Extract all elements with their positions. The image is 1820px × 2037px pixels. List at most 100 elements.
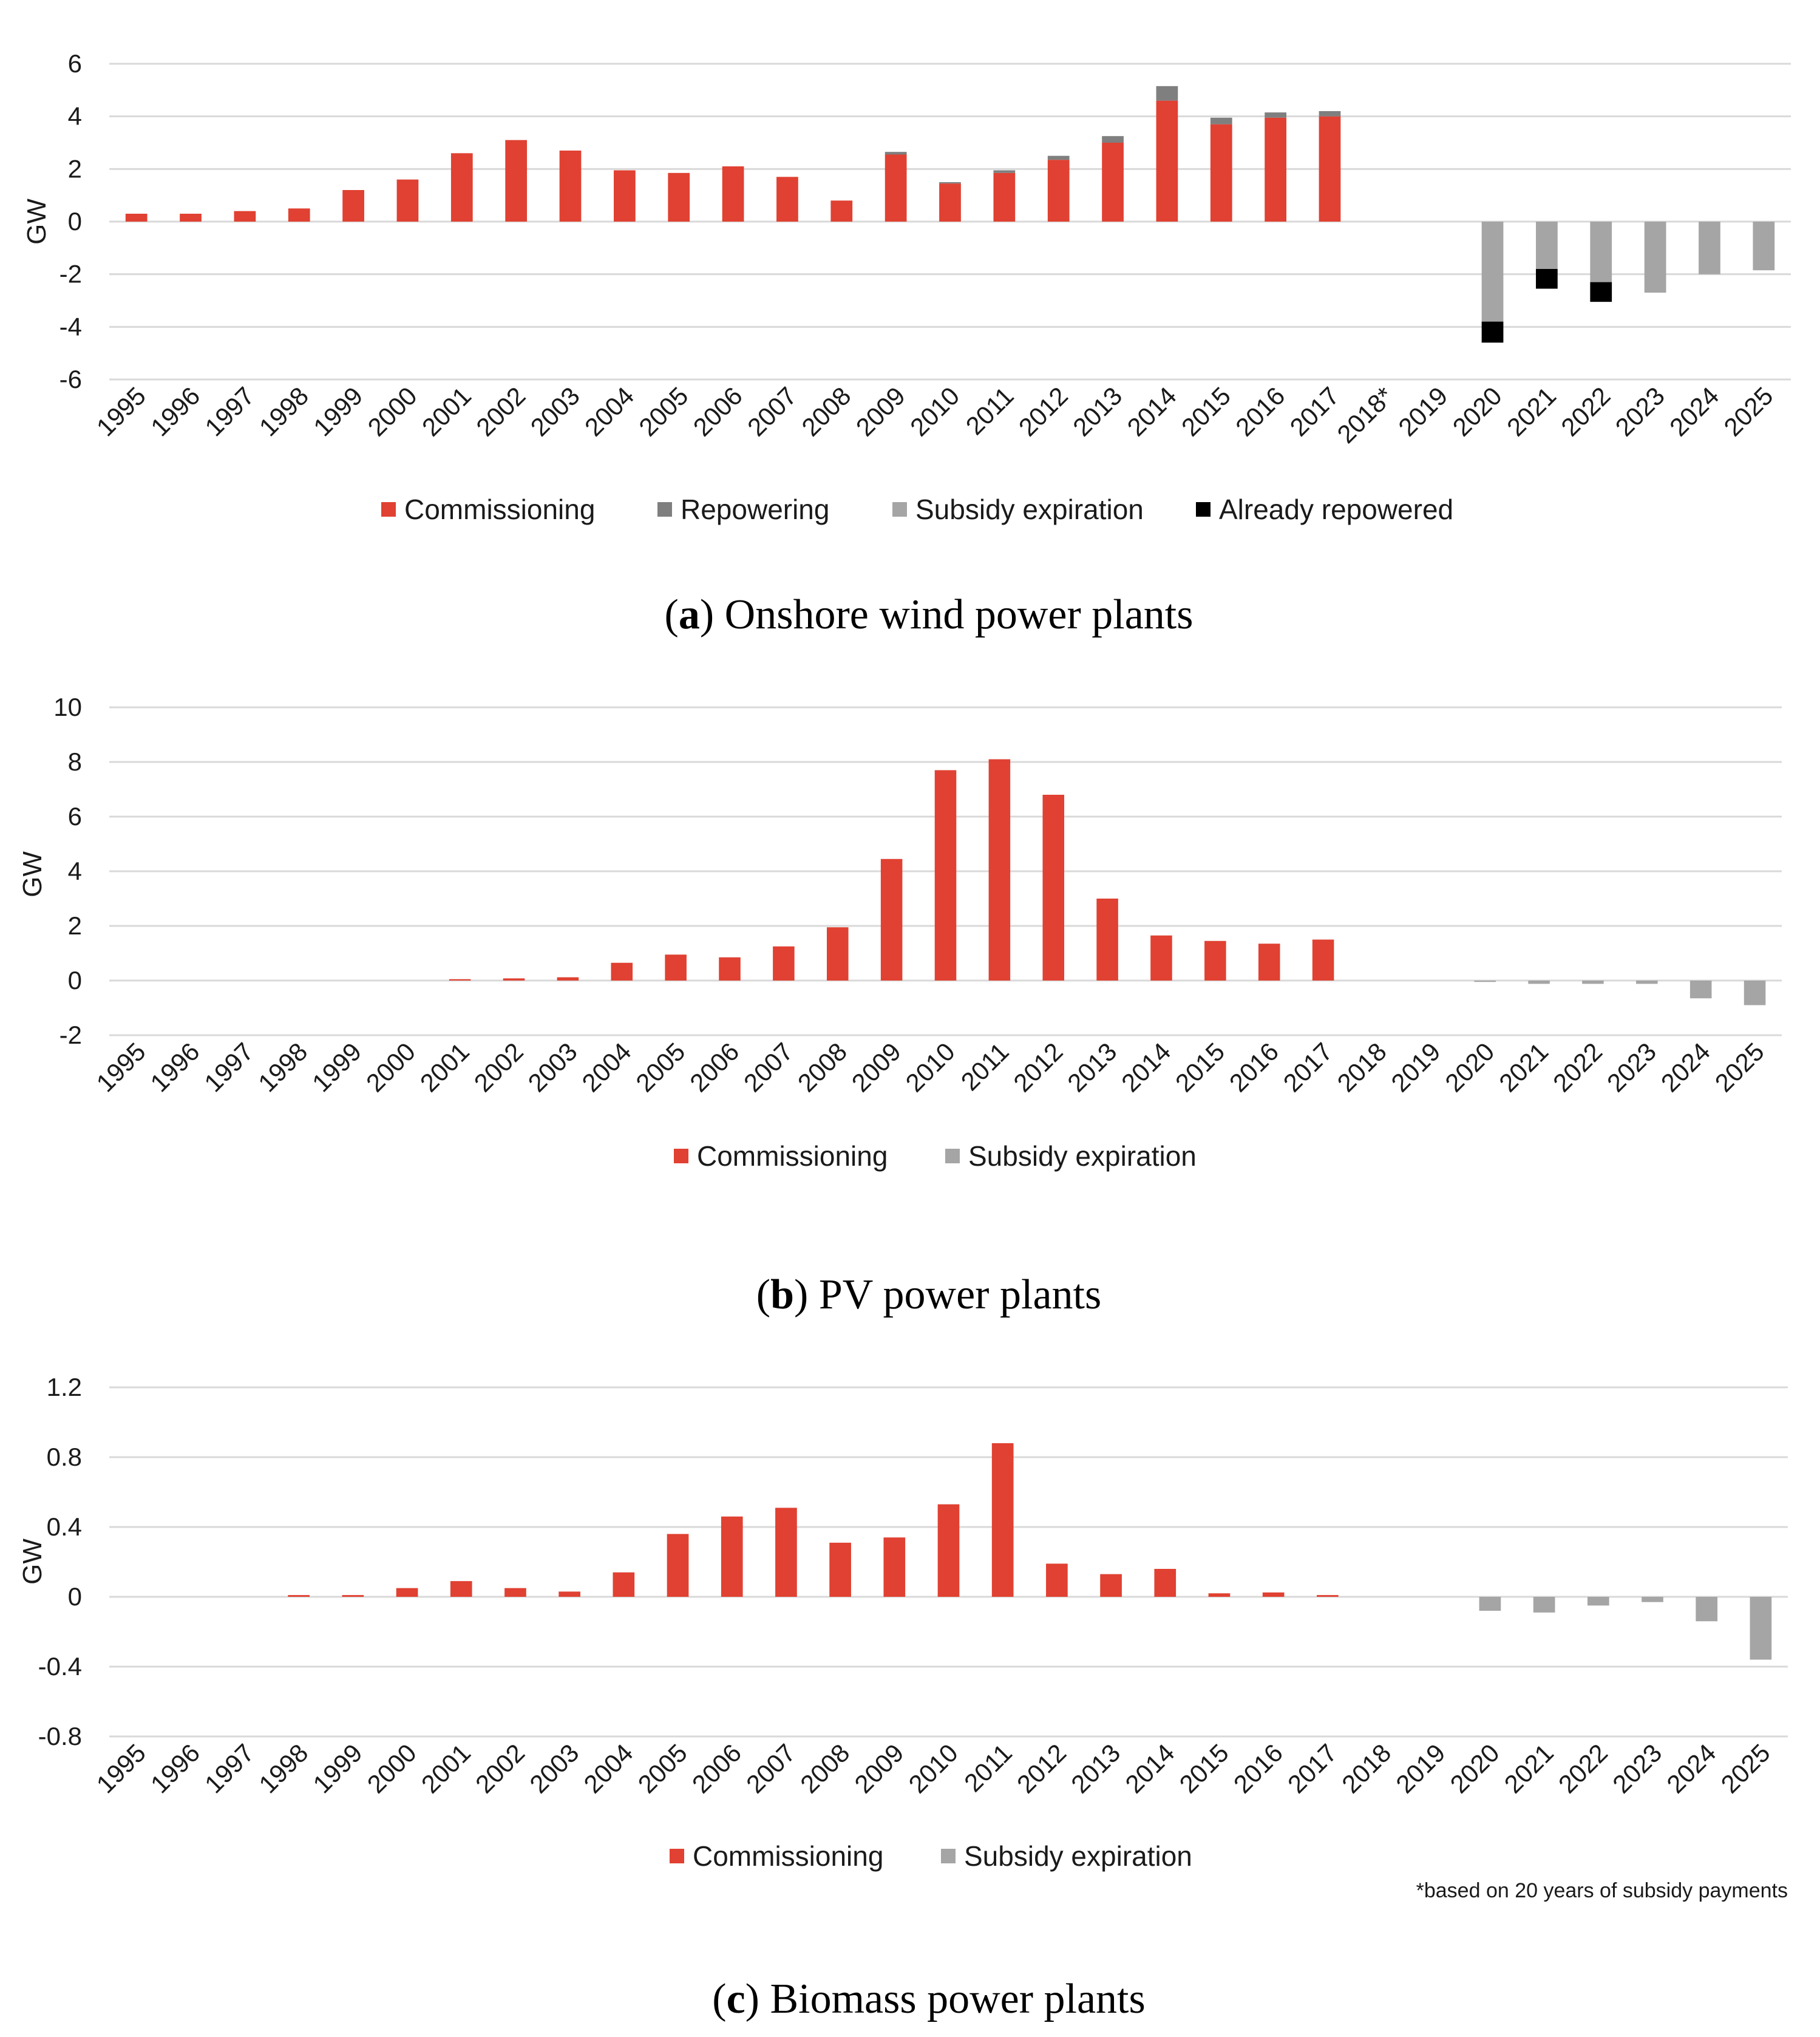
bar-commissioning-2003 <box>557 977 579 981</box>
bar-commissioning-2012 <box>1047 160 1070 222</box>
x-tick-label: 2001 <box>416 381 477 441</box>
x-tick-label: 2019 <box>1393 381 1453 441</box>
y-tick-label: -2 <box>59 1021 82 1049</box>
x-tick-label: 1999 <box>307 1738 367 1798</box>
y-tick-label: 0.4 <box>47 1512 82 1541</box>
bar-commissioning-2006 <box>722 166 744 222</box>
x-tick-label: 2009 <box>849 1738 909 1798</box>
bar-repowering-2009 <box>885 152 907 155</box>
x-tick-label: 2024 <box>1655 1037 1716 1097</box>
bar-subsidy-expiration-2021 <box>1533 1597 1555 1613</box>
x-tick-label: 2021 <box>1493 1037 1553 1097</box>
bar-repowering-2015 <box>1210 117 1232 124</box>
bar-commissioning-2012 <box>1046 1563 1068 1597</box>
legend-label-repowering: Repowering <box>681 494 829 525</box>
x-tick-label: 2015 <box>1170 1037 1230 1097</box>
y-tick-label: -2 <box>59 260 82 288</box>
x-tick-label: 1996 <box>144 1037 205 1097</box>
bar-already-repowered-2020 <box>1481 321 1504 343</box>
x-tick-label: 2023 <box>1610 381 1670 441</box>
bar-commissioning-1999 <box>342 190 364 222</box>
bar-commissioning-1996 <box>180 214 202 222</box>
y-tick-label: 10 <box>53 693 82 721</box>
y-tick-label: 2 <box>68 154 82 183</box>
bar-commissioning-2015 <box>1208 1593 1231 1597</box>
bar-commissioning-2015 <box>1204 940 1226 981</box>
bar-commissioning-2011 <box>988 759 1011 981</box>
footnote: *based on 20 years of subsidy payments <box>1416 1879 1788 1902</box>
bar-commissioning-2004 <box>613 1572 635 1597</box>
bar-commissioning-2009 <box>885 154 907 222</box>
x-tick-label: 2019 <box>1385 1037 1445 1097</box>
bar-commissioning-2009 <box>880 859 903 981</box>
panel-c-biomass: 1.2 0.8 0.4 0 -0.4 -0.8 GW 19951996199719981999… <box>18 1373 1788 1872</box>
bar-commissioning-2003 <box>559 1591 580 1597</box>
panel-c-caption-letter: c <box>727 1976 745 2022</box>
bar-commissioning-2002 <box>505 140 528 222</box>
x-tick-label: 2021 <box>1499 1738 1559 1798</box>
x-tick-label: 2014 <box>1121 381 1181 441</box>
x-tick-label: 2022 <box>1547 1037 1608 1097</box>
bar-commissioning-2017 <box>1312 939 1334 981</box>
x-tick-label: 2016 <box>1230 381 1290 441</box>
y-axis-label: GW <box>22 199 52 245</box>
bar-already-repowered-2022 <box>1590 282 1612 302</box>
bar-subsidy-expiration-2023 <box>1644 222 1666 293</box>
y-tick-label: 0 <box>68 1582 82 1611</box>
x-tick-label: 2000 <box>362 381 423 441</box>
bar-subsidy-expiration-2024 <box>1699 222 1720 274</box>
bar-commissioning-2016 <box>1262 1592 1285 1597</box>
x-tick-label: 1997 <box>199 1037 259 1097</box>
y-tick-label: -0.8 <box>38 1722 82 1750</box>
legend-label-already-repowered: Already repowered <box>1219 494 1453 525</box>
bar-commissioning-2004 <box>614 170 636 222</box>
legend-swatch-commissioning <box>381 502 396 517</box>
y-axis-label: GW <box>18 1539 47 1585</box>
bar-commissioning-2002 <box>503 978 525 981</box>
panel-a-caption-letter: a <box>679 591 700 638</box>
bar-subsidy-expiration-2022 <box>1587 1597 1609 1606</box>
y-tick-label: 1.2 <box>47 1373 82 1401</box>
x-tick-label: 2001 <box>415 1037 475 1097</box>
x-tick-label: 2009 <box>851 381 911 441</box>
y-tick-label: 0.8 <box>47 1443 82 1471</box>
x-tick-label: 1995 <box>91 1738 151 1798</box>
legend-swatch-subsidy-expiration <box>941 1849 956 1863</box>
x-tick-label: 2023 <box>1601 1037 1662 1097</box>
x-tick-label: 2012 <box>1011 1738 1071 1798</box>
x-tick-label: 1999 <box>307 1037 367 1097</box>
bar-subsidy-expiration-2024 <box>1689 981 1712 999</box>
legend-label-subsidy-expiration: Subsidy expiration <box>964 1840 1192 1872</box>
bar-commissioning-2007 <box>776 177 798 222</box>
legend-label-commissioning: Commissioning <box>404 494 595 525</box>
bar-commissioning-2010 <box>937 1504 960 1597</box>
x-tick-label: 2000 <box>361 1037 421 1097</box>
bar-repowering-2012 <box>1047 155 1070 160</box>
x-tick-label: 2011 <box>959 1738 1017 1797</box>
panel-b-caption-text: PV power plants <box>808 1271 1101 1318</box>
y-tick-label: -4 <box>59 312 82 341</box>
x-tick-label: 1995 <box>91 381 151 441</box>
bar-commissioning-2000 <box>396 1588 418 1597</box>
y-tick-label: 6 <box>68 802 82 831</box>
bar-commissioning-2011 <box>993 172 1016 222</box>
x-tick-label: 2010 <box>900 1037 960 1097</box>
bar-commissioning-1997 <box>234 211 256 222</box>
x-tick-label: 2012 <box>1008 1037 1068 1097</box>
x-tick-label: 1996 <box>145 381 205 441</box>
bar-commissioning-2001 <box>449 979 471 981</box>
x-tick-label: 2018 <box>1336 1738 1396 1798</box>
bar-subsidy-expiration-2020 <box>1479 1597 1501 1611</box>
bar-repowering-2010 <box>939 182 961 184</box>
bar-commissioning-2011 <box>991 1443 1014 1597</box>
panel-a-caption: (a) Onshore wind power plants <box>665 591 1194 638</box>
bar-commissioning-2008 <box>829 1542 851 1597</box>
bar-commissioning-2001 <box>450 153 473 222</box>
x-tick-label: 2017 <box>1278 1037 1338 1097</box>
bar-commissioning-2001 <box>450 1581 472 1597</box>
bar-commissioning-2006 <box>719 957 741 981</box>
bar-repowering-2013 <box>1102 136 1124 143</box>
x-tick-label: 1998 <box>254 381 314 441</box>
bar-commissioning-1998 <box>288 1595 310 1597</box>
